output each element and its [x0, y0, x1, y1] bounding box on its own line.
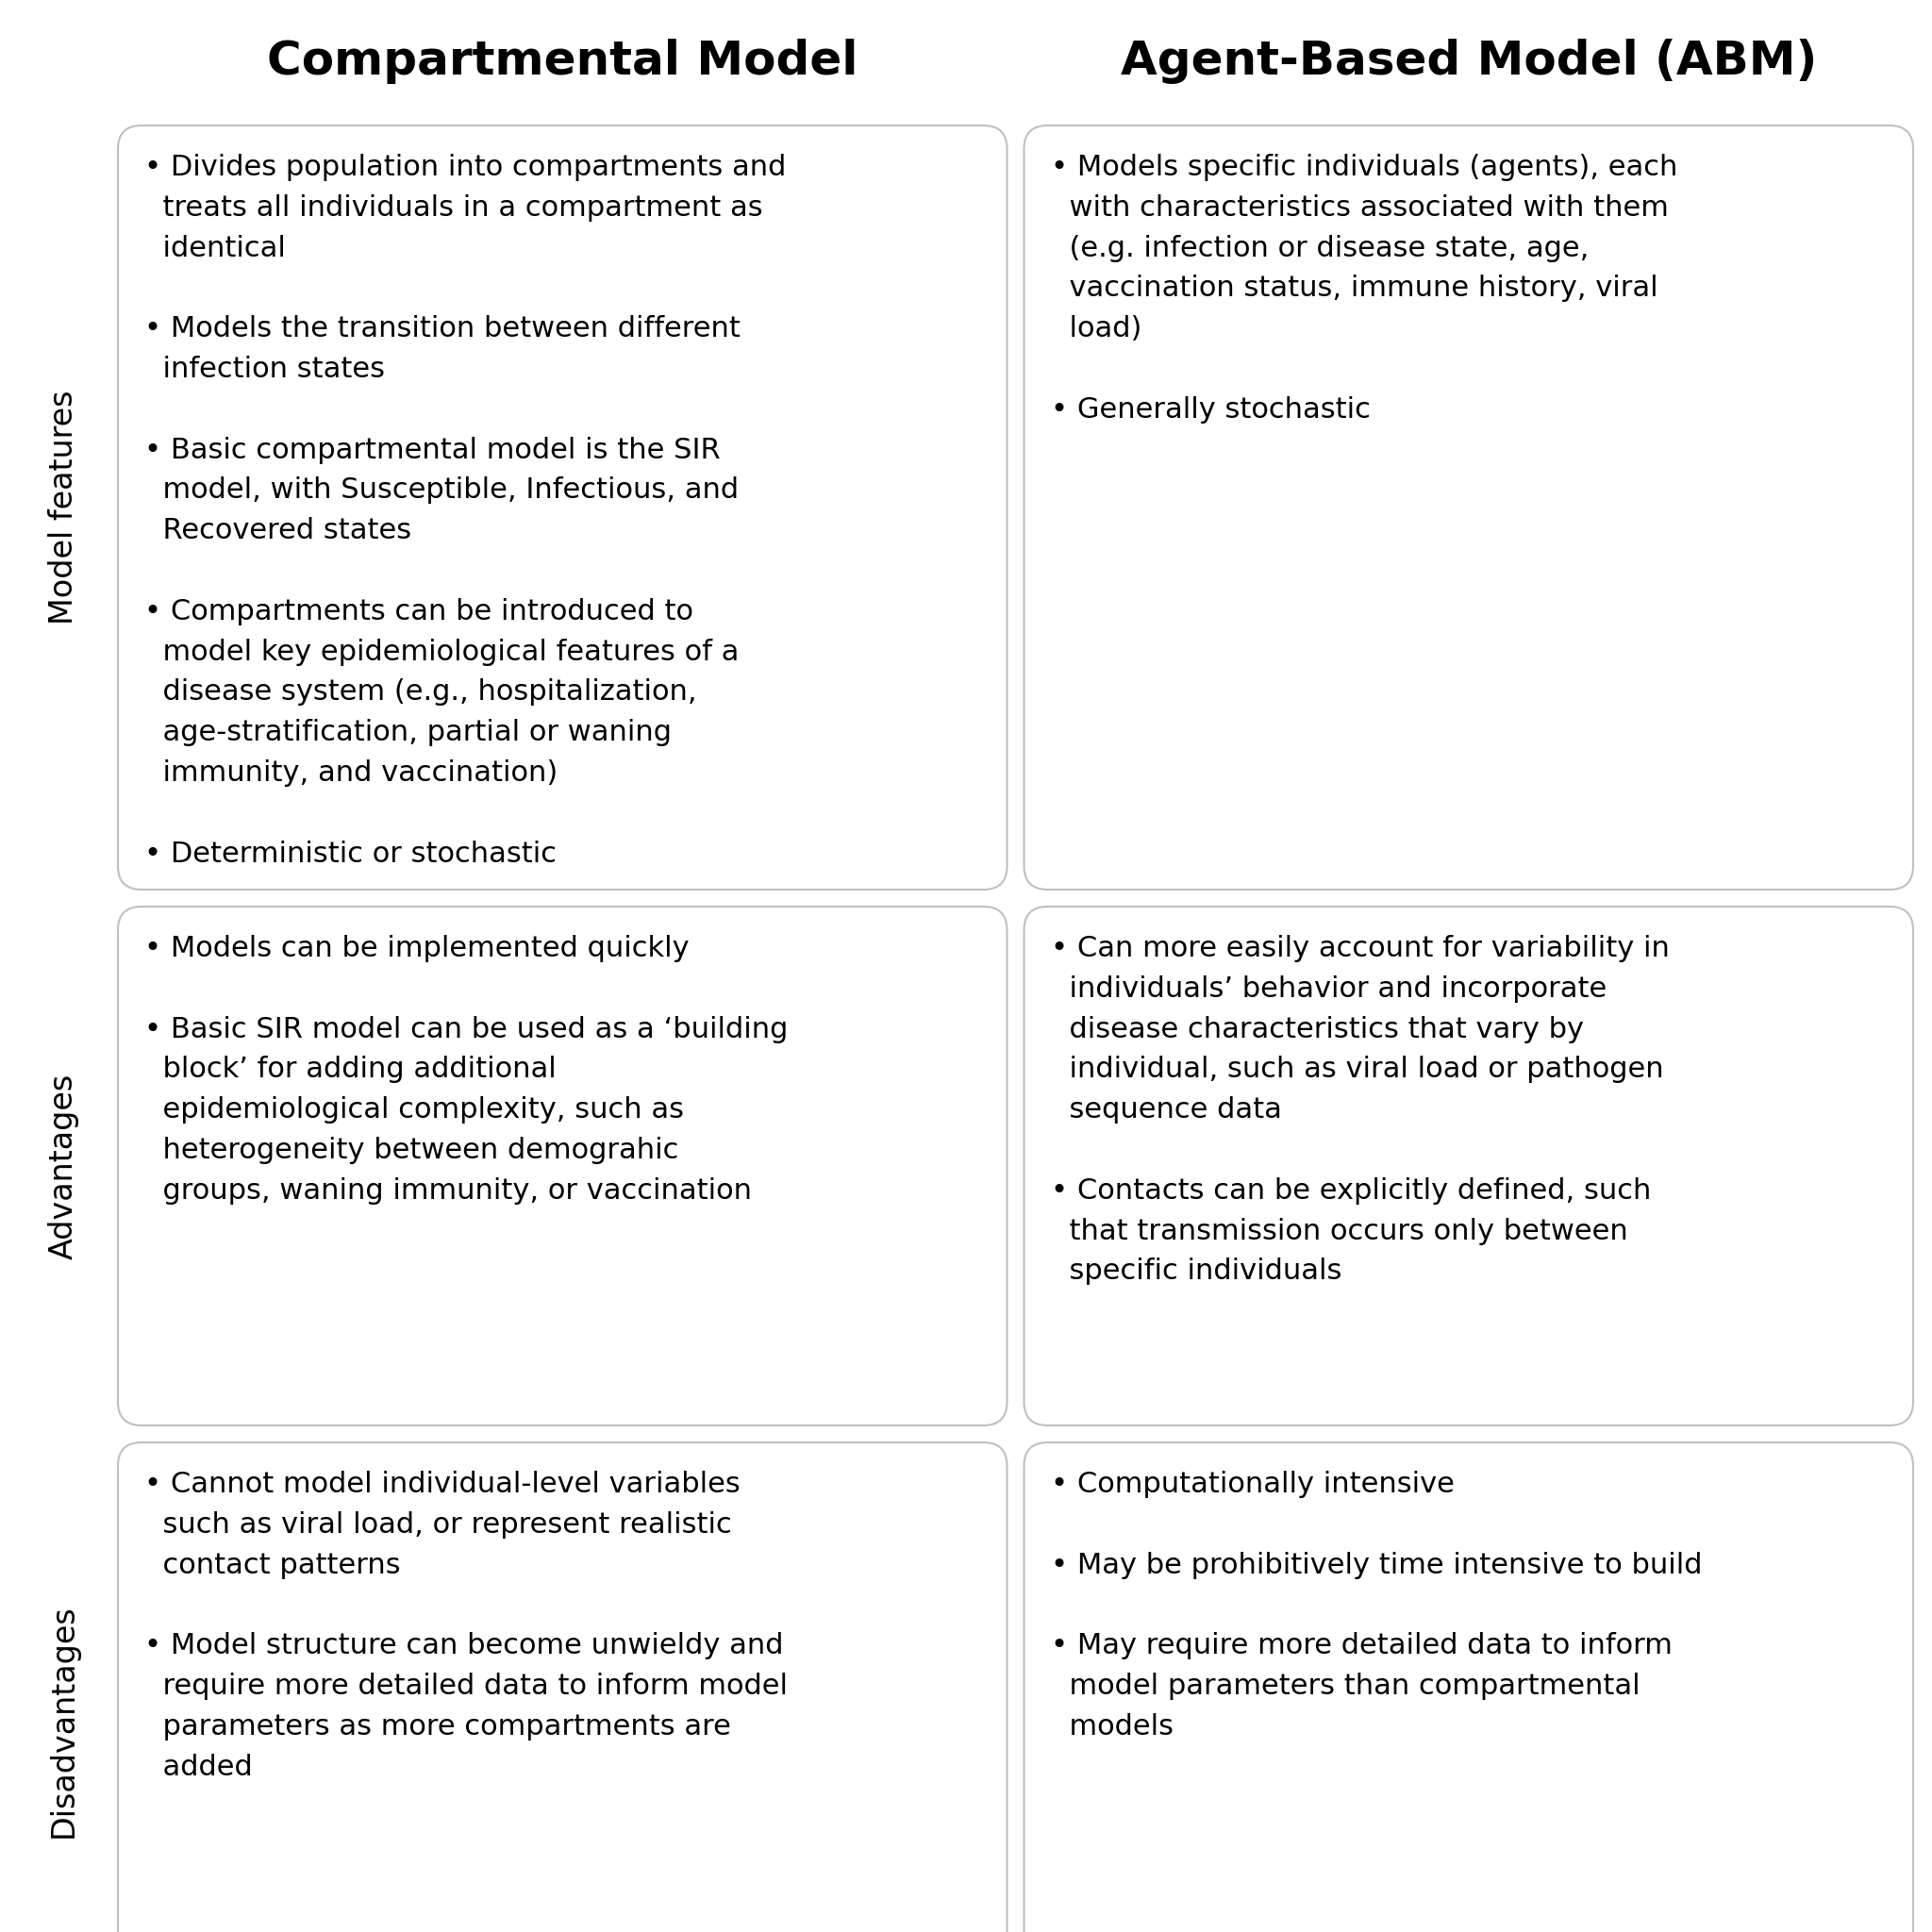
Text: Model features: Model features: [48, 390, 79, 624]
FancyBboxPatch shape: [1024, 1443, 1913, 1932]
Text: Advantages: Advantages: [48, 1072, 79, 1260]
Text: • Computationally intensive

• May be prohibitively time intensive to build

• M: • Computationally intensive • May be pro…: [1051, 1470, 1702, 1741]
FancyBboxPatch shape: [118, 1443, 1007, 1932]
Text: Disadvantages: Disadvantages: [48, 1604, 79, 1837]
FancyBboxPatch shape: [118, 906, 1007, 1426]
Text: • Models specific individuals (agents), each
  with characteristics associated w: • Models specific individuals (agents), …: [1051, 155, 1677, 423]
FancyBboxPatch shape: [1024, 126, 1913, 889]
Text: • Divides population into compartments and
  treats all individuals in a compart: • Divides population into compartments a…: [145, 155, 786, 867]
Text: • Cannot model individual-level variables
  such as viral load, or represent rea: • Cannot model individual-level variable…: [145, 1470, 788, 1781]
FancyBboxPatch shape: [1024, 906, 1913, 1426]
Text: Compartmental Model: Compartmental Model: [267, 39, 858, 83]
Text: • Models can be implemented quickly

• Basic SIR model can be used as a ‘buildin: • Models can be implemented quickly • Ba…: [145, 935, 788, 1204]
FancyBboxPatch shape: [118, 126, 1007, 889]
Text: Agent-Based Model (ABM): Agent-Based Model (ABM): [1121, 39, 1816, 83]
Text: • Can more easily account for variability in
  individuals’ behavior and incorpo: • Can more easily account for variabilit…: [1051, 935, 1669, 1285]
